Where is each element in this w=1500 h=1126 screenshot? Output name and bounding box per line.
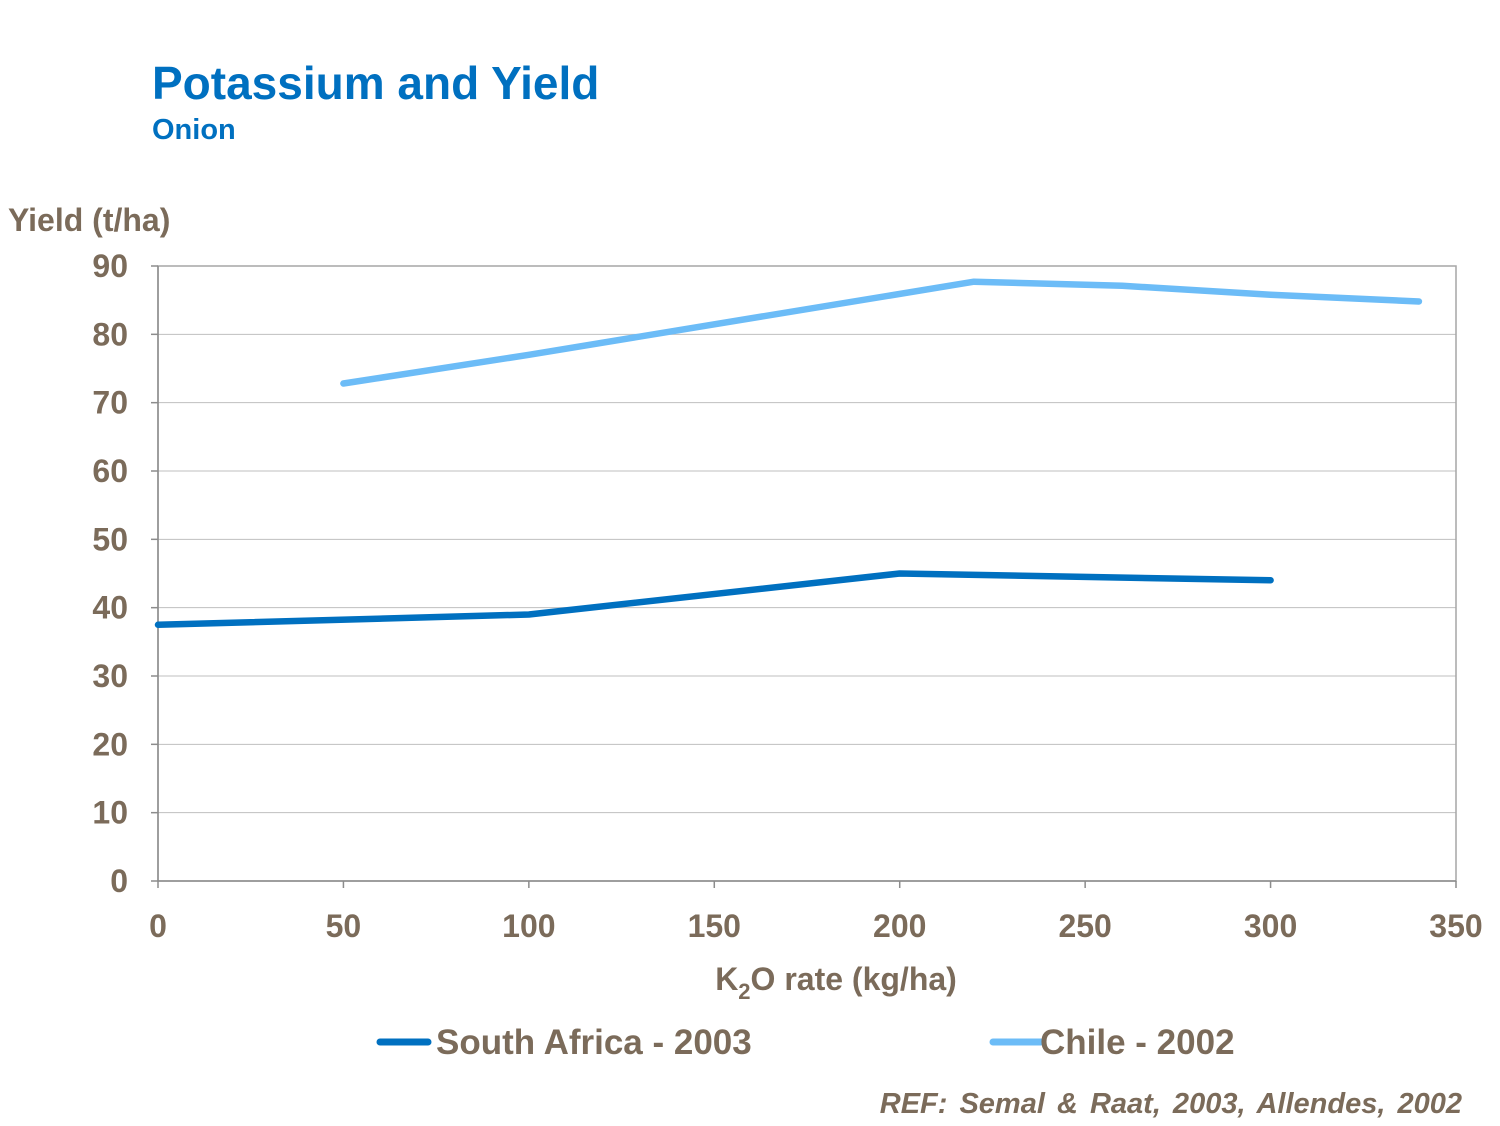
y-tick-label-80: 80 [92,316,128,352]
series-line-0 [154,570,1274,629]
chart-title: Potassium and Yield [152,57,600,109]
y-tick-label-60: 60 [92,453,128,489]
y-tick-label-40: 40 [92,590,128,626]
y-tick-label-70: 70 [92,385,128,421]
x-tick-label-0: 0 [149,908,167,944]
y-tick-label-90: 90 [92,248,128,284]
x-axis-title-subscript: 2 [738,979,750,1004]
y-tick-label-20: 20 [92,726,128,762]
y-tick-label-0: 0 [110,863,128,899]
y-tick-label-50: 50 [92,521,128,557]
chart-subtitle: Onion [152,114,236,146]
legend-label-0: South Africa - 2003 [436,1023,752,1062]
series-line-1 [340,278,1423,387]
y-tick-label-30: 30 [92,658,128,694]
legend-label-1: Chile - 2002 [1040,1023,1235,1062]
x-tick-label-150: 150 [688,908,741,944]
x-axis-title-rest: O rate (kg/ha) [751,961,957,997]
x-tick-label-350: 350 [1429,908,1482,944]
x-tick-label-50: 50 [326,908,362,944]
plot-area: 0 10 20 30 40 50 60 70 80 90 0 50 100 150 200 250 300 350 [92,248,1482,944]
x-axis-title: K2O rate (kg/ha) [715,961,957,1004]
x-axis-title-k: K [715,961,738,997]
y-axis-title: Yield (t/ha) [8,202,171,238]
x-tick-label-100: 100 [502,908,555,944]
plot-border [157,265,1457,882]
legend: South Africa - 2003 Chile - 2002 [376,1023,1235,1062]
x-tick-label-300: 300 [1244,908,1297,944]
x-tick-label-200: 200 [873,908,926,944]
reference-note: REF: Semal & Raat, 2003, Allendes, 2002 [879,1088,1462,1120]
y-tick-label-10: 10 [92,795,128,831]
x-tick-label-250: 250 [1058,908,1111,944]
